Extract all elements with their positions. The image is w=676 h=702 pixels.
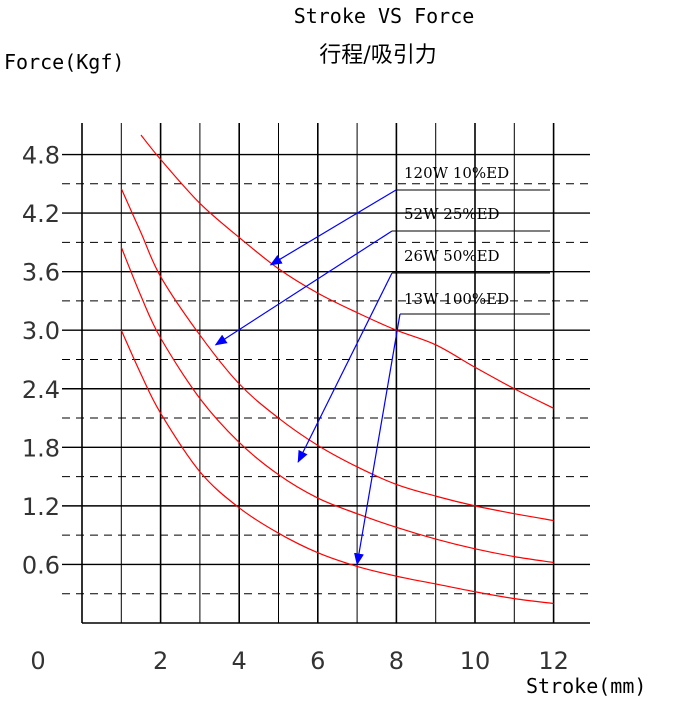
y-tick-label: 2.4 xyxy=(22,376,60,404)
y-tick-label: 3.6 xyxy=(22,259,60,287)
y-tick-label: 1.8 xyxy=(22,434,60,462)
series-line xyxy=(140,134,554,409)
series-line xyxy=(120,188,554,522)
x-tick-label: 8 xyxy=(389,647,404,675)
legend-arrow xyxy=(297,272,393,463)
legend-arrow xyxy=(214,230,393,346)
annotations: 120W 10%ED 52W 25%ED 26W 50%ED 13W 100%ED xyxy=(214,164,550,566)
x-tick-label: 12 xyxy=(538,647,569,675)
x-tick-label: 4 xyxy=(232,647,247,675)
tick-labels: 0.6 1.2 1.8 2.4 3.0 3.6 4.2 4.8 0 2 4 6 8 10 12 xyxy=(22,142,569,675)
y-tick-label: 0.6 xyxy=(22,551,60,579)
y-axis-label: Force(Kgf) xyxy=(4,50,124,74)
series-curves xyxy=(120,134,554,605)
series-line xyxy=(120,247,554,564)
legend-label: 52W 25%ED xyxy=(404,205,500,223)
x-tick-label: 2 xyxy=(153,647,168,675)
chart-subtitle: 行程/吸引力 xyxy=(319,43,436,68)
y-tick-label: 4.8 xyxy=(22,142,60,170)
y-tick-label: 4.2 xyxy=(22,200,60,228)
y-tick-label: 1.2 xyxy=(22,493,60,521)
x-axis-label: Stroke(mm) xyxy=(526,674,646,698)
x-tick-label: 0 xyxy=(30,647,45,675)
x-tick-label: 6 xyxy=(310,647,325,675)
legend-label: 13W 100%ED xyxy=(404,290,509,308)
legend-arrow xyxy=(269,189,397,266)
grid xyxy=(62,123,590,624)
series-line xyxy=(120,329,554,605)
chart-title: Stroke VS Force xyxy=(294,4,475,28)
x-tick-label: 10 xyxy=(460,647,491,675)
legend-arrow xyxy=(354,313,401,566)
legend-label: 120W 10%ED xyxy=(404,164,509,182)
legend-label: 26W 50%ED xyxy=(404,247,500,265)
y-tick-label: 3.0 xyxy=(22,317,60,345)
